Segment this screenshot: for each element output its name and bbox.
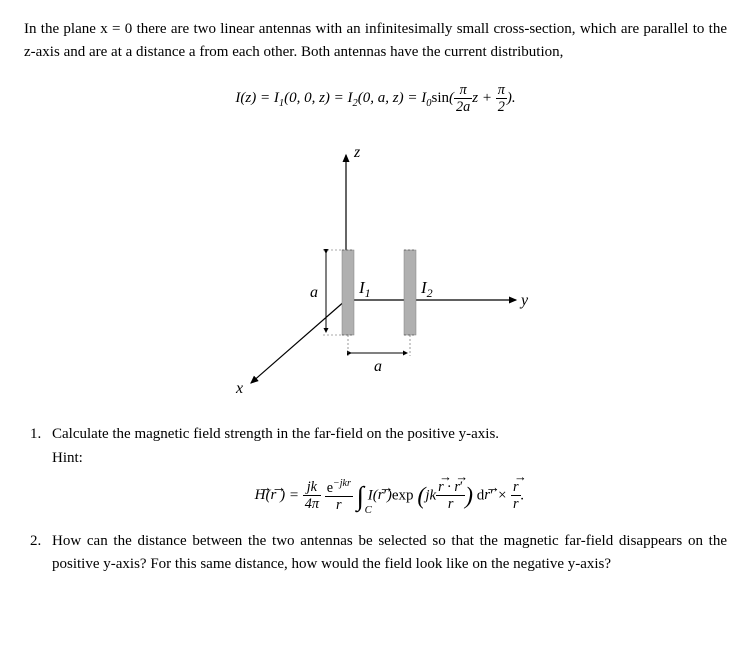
question-1-text: Calculate the magnetic field strength in… xyxy=(52,426,499,442)
question-1: 1. Calculate the magnetic field strength… xyxy=(24,423,727,517)
item-number: 1. xyxy=(24,423,52,517)
equation-current-dist: I(z) = I1(0, 0, z) = I2(0, a, z) = I0sin… xyxy=(24,83,727,115)
antenna-2 xyxy=(404,250,416,335)
integral-sign: ∫C xyxy=(357,476,364,517)
hint-equation: →H(→r ) = jk4π e−jkrr ∫C I(→r′)exp (jk→r… xyxy=(52,476,727,517)
a-vertical-label: a xyxy=(310,284,318,301)
problem-intro: In the plane x = 0 there are two linear … xyxy=(24,18,727,63)
question-2: 2. How can the distance between the two … xyxy=(24,530,727,575)
item-number: 2. xyxy=(24,530,52,575)
i1-label: I1 xyxy=(358,278,371,300)
question-2-text: How can the distance between the two ant… xyxy=(52,530,727,575)
antenna-diagram: z y x a a I1 I2 xyxy=(24,135,727,395)
antenna-1 xyxy=(342,250,354,335)
z-label: z xyxy=(353,144,361,161)
x-label: x xyxy=(235,380,243,395)
x-axis xyxy=(251,300,346,383)
hint-label: Hint: xyxy=(52,447,727,470)
y-label: y xyxy=(519,292,529,309)
i2-label: I2 xyxy=(420,278,433,300)
a-horizontal-label: a xyxy=(374,358,382,375)
